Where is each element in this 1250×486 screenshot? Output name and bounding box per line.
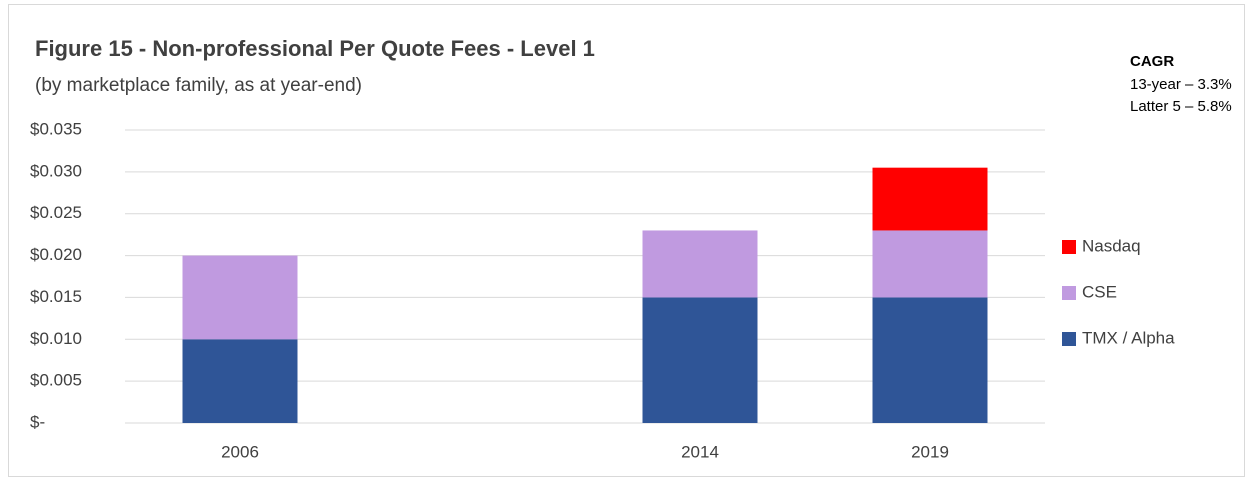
legend-label: TMX / Alpha xyxy=(1082,328,1175,347)
bar-segment xyxy=(182,339,298,423)
y-tick-label: $0.005 xyxy=(30,371,82,390)
y-tick-label: $0.020 xyxy=(30,245,82,264)
y-tick-label: $0.025 xyxy=(30,203,82,222)
annotation: Latter 5 – 5.8% xyxy=(1130,98,1232,115)
annotation: CAGR xyxy=(1130,53,1174,70)
y-tick-label: $- xyxy=(30,412,45,431)
bar-segment xyxy=(182,255,298,340)
chart-title: Figure 15 - Non-professional Per Quote F… xyxy=(35,36,595,61)
legend-swatch xyxy=(1062,332,1076,346)
annotation: 13-year – 3.3% xyxy=(1130,76,1232,93)
x-tick-label: 2014 xyxy=(681,442,719,461)
bar-segment xyxy=(872,297,988,423)
bar-segment xyxy=(642,297,758,423)
bar-segment xyxy=(642,230,758,298)
x-tick-label: 2019 xyxy=(911,442,949,461)
bar-segment xyxy=(872,167,988,231)
legend-swatch xyxy=(1062,286,1076,300)
bar-segment xyxy=(872,230,988,298)
y-tick-label: $0.030 xyxy=(30,161,82,180)
y-tick-label: $0.010 xyxy=(30,329,82,348)
y-tick-label: $0.035 xyxy=(30,119,82,138)
chart-subtitle: (by marketplace family, as at year-end) xyxy=(35,75,362,96)
legend-swatch xyxy=(1062,240,1076,254)
y-tick-label: $0.015 xyxy=(30,287,82,306)
legend-label: CSE xyxy=(1082,282,1117,301)
x-tick-label: 2006 xyxy=(221,442,259,461)
legend-label: Nasdaq xyxy=(1082,236,1141,255)
